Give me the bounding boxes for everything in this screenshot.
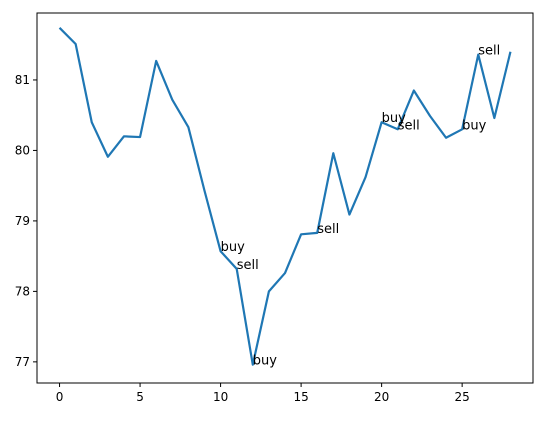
x-tick-label: 0 bbox=[56, 390, 64, 404]
plot-area bbox=[37, 13, 533, 383]
annotation-buy: buy bbox=[462, 118, 486, 133]
x-tick-label: 15 bbox=[293, 390, 308, 404]
series-line bbox=[58, 27, 512, 366]
annotation-buy: buy bbox=[382, 111, 406, 126]
annotation-sell: sell bbox=[237, 258, 259, 273]
y-tick-label: 81 bbox=[15, 73, 30, 87]
annotation-buy: buy bbox=[253, 354, 277, 369]
annotation-sell: sell bbox=[398, 118, 420, 133]
annotation-sell: sell bbox=[317, 222, 339, 237]
x-tick-label: 10 bbox=[213, 390, 228, 404]
x-axis: 0 5 10 15 20 25 bbox=[56, 383, 470, 404]
x-tick-label: 20 bbox=[374, 390, 389, 404]
y-tick-label: 80 bbox=[15, 143, 30, 157]
annotation-buy: buy bbox=[221, 240, 245, 255]
y-tick-label: 79 bbox=[15, 214, 30, 228]
x-tick-label: 5 bbox=[136, 390, 144, 404]
y-tick-label: 78 bbox=[15, 284, 30, 298]
y-axis: 77 78 79 80 81 bbox=[15, 73, 37, 369]
y-tick-label: 77 bbox=[15, 355, 30, 369]
x-tick-label: 25 bbox=[455, 390, 470, 404]
annotation-sell: sell bbox=[478, 44, 500, 59]
plot-frame bbox=[36, 12, 534, 384]
